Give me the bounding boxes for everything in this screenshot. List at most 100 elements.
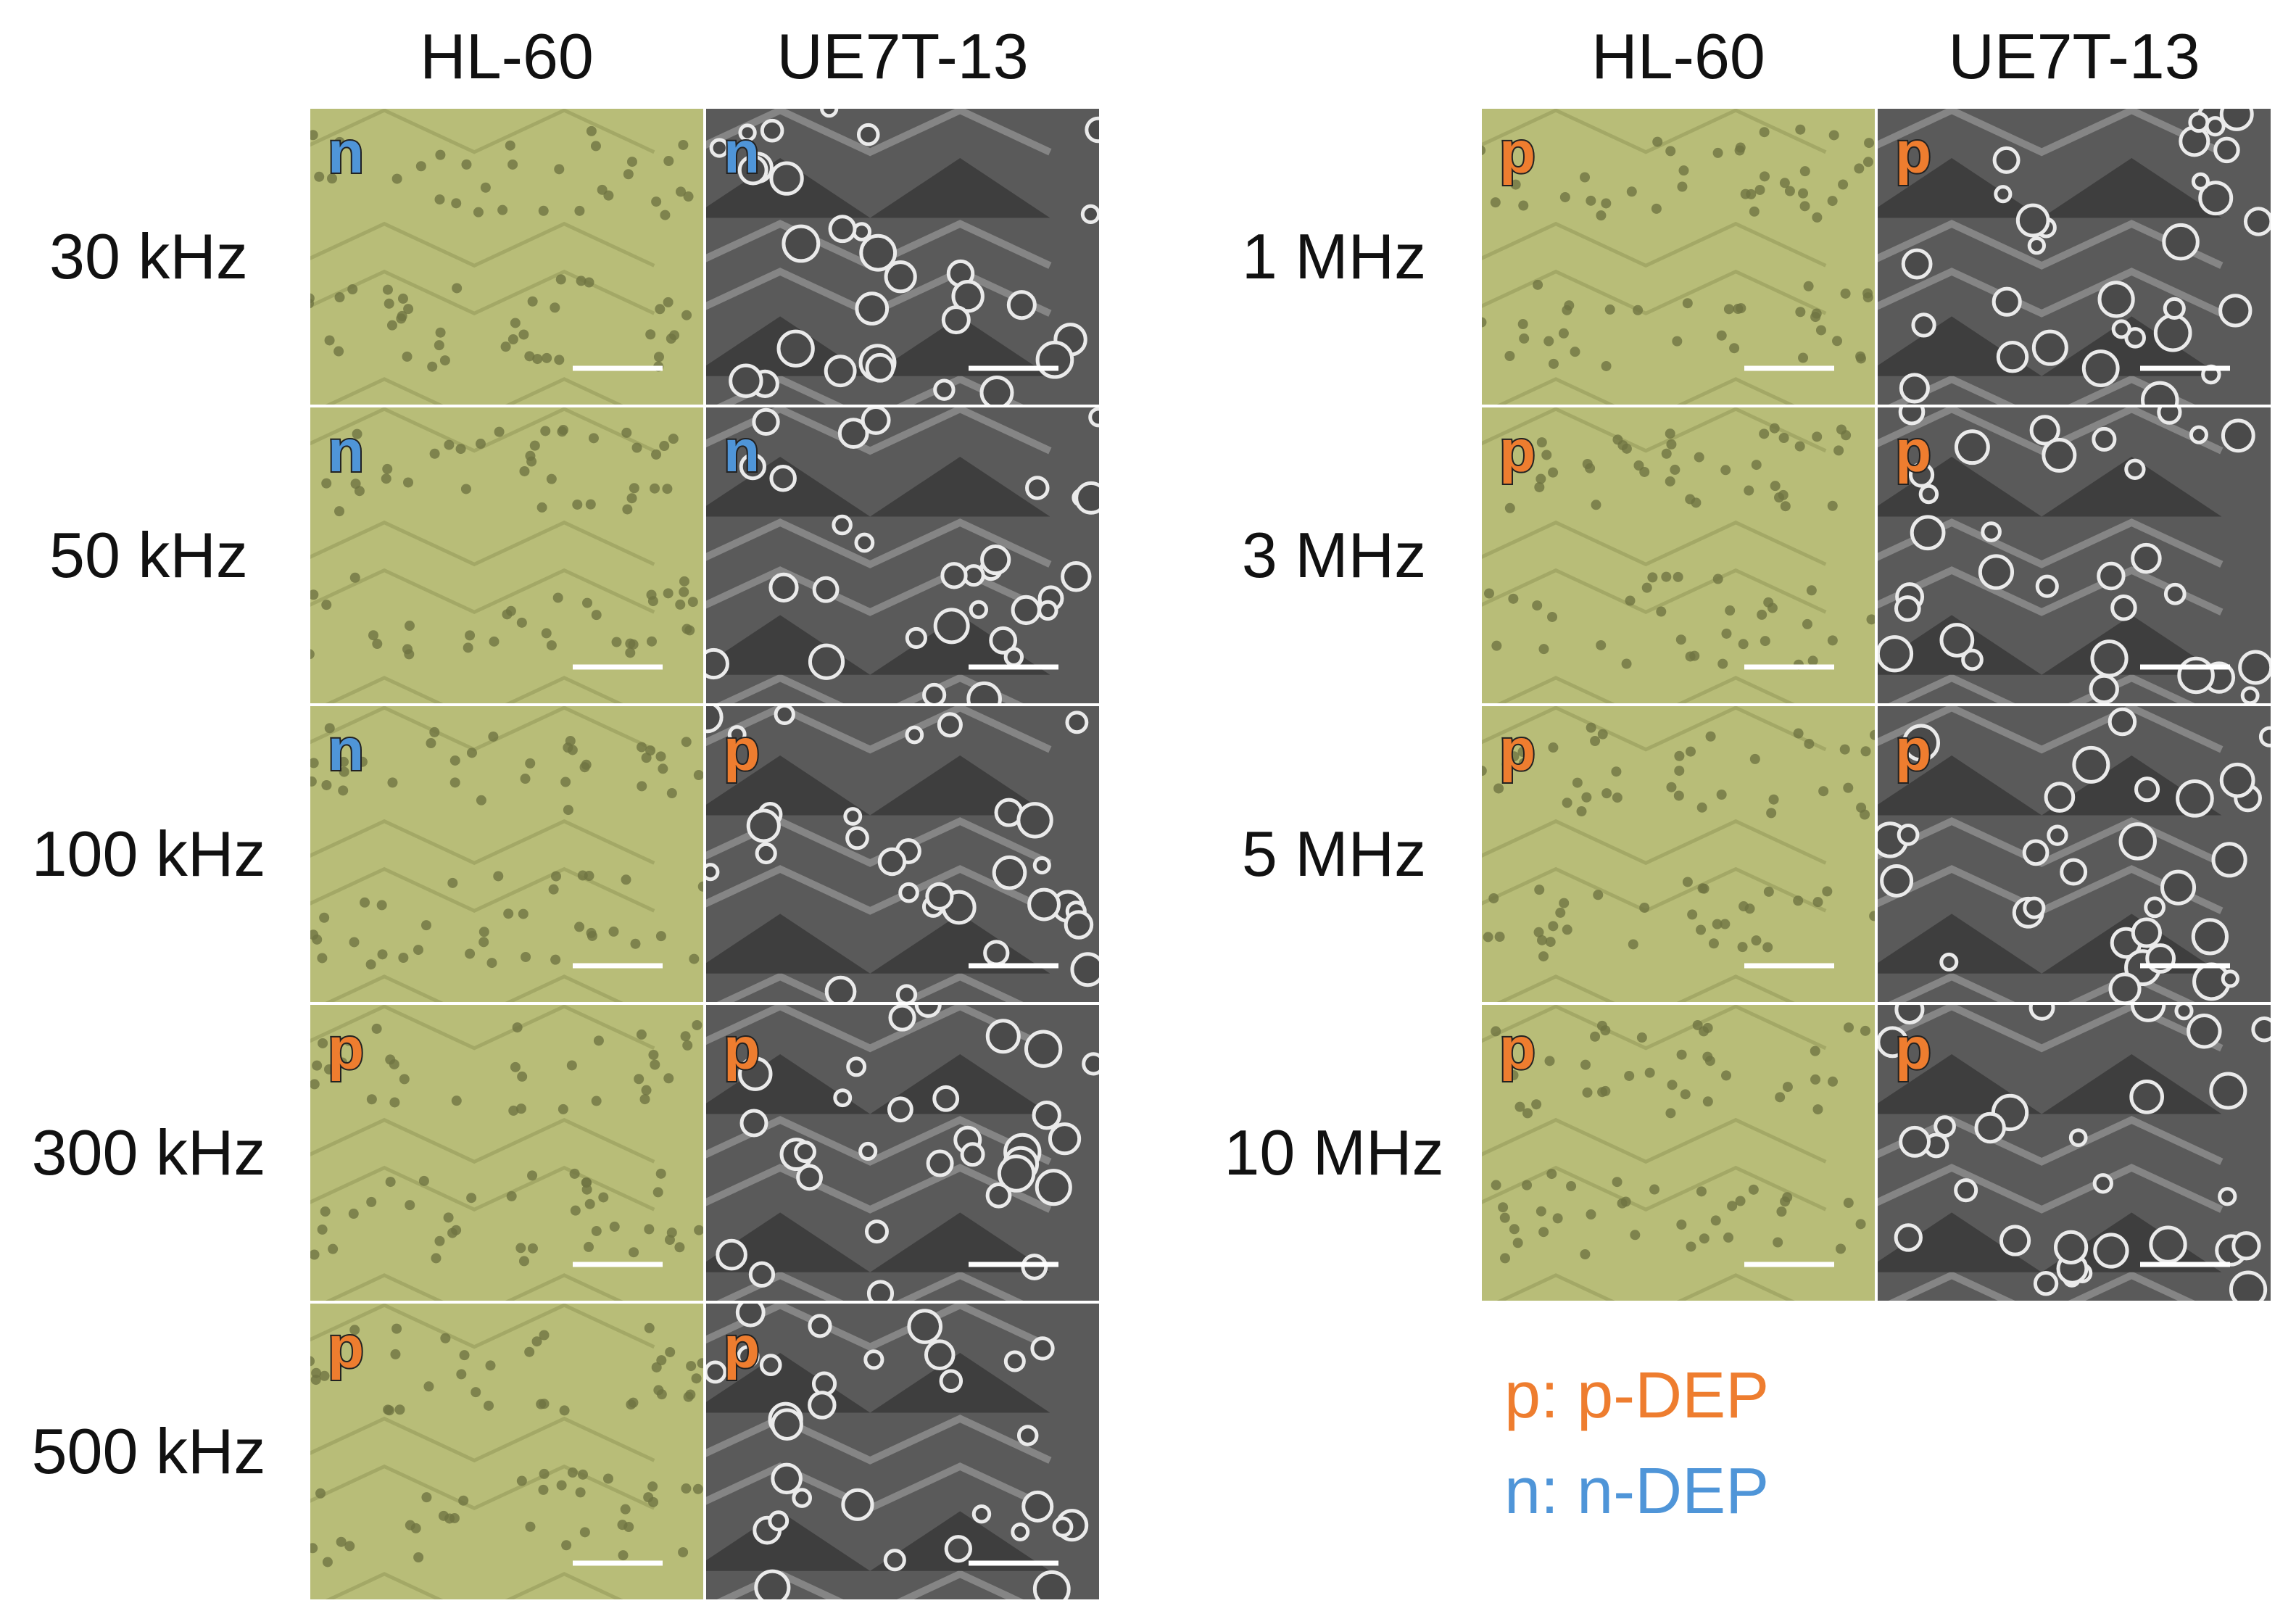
cell-dot [1517, 319, 1528, 330]
column-header: HL-60 [1591, 20, 1765, 92]
cell-dot [1735, 1196, 1746, 1206]
cell-dot [1822, 886, 1833, 897]
cell-dot [1580, 172, 1591, 183]
cell-dot [365, 959, 376, 970]
cell-dot [536, 502, 547, 513]
cell-dot [1723, 304, 1734, 315]
cell-dot [618, 1550, 629, 1561]
channel-edge [1885, 375, 2198, 406]
cell-dot [569, 1168, 580, 1179]
cell-dot [620, 1504, 631, 1515]
cell-ring [2131, 542, 2162, 574]
cell-ring [1939, 952, 1959, 972]
cell-dot [560, 776, 571, 787]
cell-dot [497, 204, 508, 215]
cell-ring [2108, 972, 2142, 1003]
cell-dot [1562, 924, 1572, 935]
cell-ring [1032, 856, 1051, 875]
channel-edge [705, 107, 1052, 157]
channel-edge [705, 865, 1052, 915]
cell-dot [1596, 639, 1607, 650]
cell-dot [343, 1035, 354, 1046]
cell-dot [403, 477, 414, 488]
cell-dot [1666, 782, 1677, 792]
cell-dot [1665, 1108, 1676, 1119]
cell-ring [2187, 1014, 2222, 1049]
cell-dot [554, 355, 565, 365]
cell-dot [1558, 328, 1569, 339]
cell-ring [1899, 1125, 1931, 1158]
cell-ring [863, 1349, 884, 1370]
cell-ring [856, 123, 880, 146]
cell-dot [611, 637, 622, 647]
cell-ring [2174, 1003, 2194, 1021]
cell-ring [1006, 290, 1037, 320]
cell-dot [1624, 1070, 1635, 1081]
cell-dot [1600, 1085, 1611, 1096]
cell-dot [1702, 1051, 1713, 1062]
cell-ring [884, 260, 917, 294]
cell-dot [1708, 938, 1719, 949]
cell-dot [663, 1073, 674, 1084]
cell-dot [678, 139, 689, 150]
dep-letter: p [724, 1314, 760, 1380]
cell-dot [1746, 189, 1757, 199]
cell-dot [1580, 1248, 1591, 1259]
cell-dot [1673, 571, 1683, 582]
cell-dot [1770, 481, 1781, 492]
cell-ring [985, 1182, 1012, 1209]
cell-dot [648, 1496, 659, 1507]
cell-dot [646, 636, 657, 647]
cell-dot [645, 329, 656, 340]
cell-ring [895, 984, 918, 1003]
dep-letter: p [1499, 120, 1535, 186]
cell-ring [2093, 1233, 2129, 1269]
channel-edge [309, 1004, 655, 1051]
dep-letter: n [724, 418, 760, 484]
cell-ring [941, 305, 971, 335]
cell-dot [1504, 502, 1515, 513]
cell-dot [471, 1387, 481, 1398]
micrograph: p [307, 1002, 706, 1304]
cell-dot [1665, 146, 1676, 157]
cell-dot [687, 597, 698, 608]
cell-dot [1717, 658, 1728, 669]
electrode [1876, 1054, 2272, 1114]
cell-ring [837, 418, 869, 450]
cell-ring [2153, 313, 2192, 352]
cell-ring [1978, 554, 2015, 590]
cell-dot [321, 600, 332, 610]
cell-dot [434, 194, 445, 205]
cell-dot [1795, 307, 1806, 318]
cell-ring [1961, 648, 1984, 671]
cell-dot [1633, 460, 1644, 471]
cell-dot [1799, 166, 1810, 177]
channel-edge [705, 518, 1052, 568]
channel-edge [322, 974, 626, 1003]
cell-ring [2160, 869, 2197, 906]
electrode [1876, 158, 2272, 218]
cell-dot [588, 433, 599, 444]
cell-ring [771, 1408, 803, 1441]
cell-dot [366, 1196, 377, 1207]
cell-dot [1538, 644, 1549, 655]
cell-dot [473, 207, 484, 218]
cell-dot [465, 630, 476, 641]
cell-dot [503, 908, 514, 919]
cell-dot [1784, 186, 1795, 196]
cell-dot [1864, 138, 1875, 149]
cell-ring [905, 725, 924, 745]
cell-ring [883, 1549, 906, 1572]
channel-edge [1876, 518, 2224, 568]
cell-ring [2176, 779, 2214, 818]
cell-ring [776, 329, 815, 368]
dep-letter: p [1895, 120, 1931, 186]
cell-dot [1630, 1230, 1641, 1241]
cell-dot [1778, 432, 1789, 443]
cell-dot [622, 504, 633, 515]
column-header: HL-60 [420, 20, 594, 92]
cell-ring [1908, 462, 1935, 488]
cell-dot [451, 1096, 462, 1106]
cell-dot [516, 1475, 527, 1486]
cell-dot [1818, 786, 1829, 797]
